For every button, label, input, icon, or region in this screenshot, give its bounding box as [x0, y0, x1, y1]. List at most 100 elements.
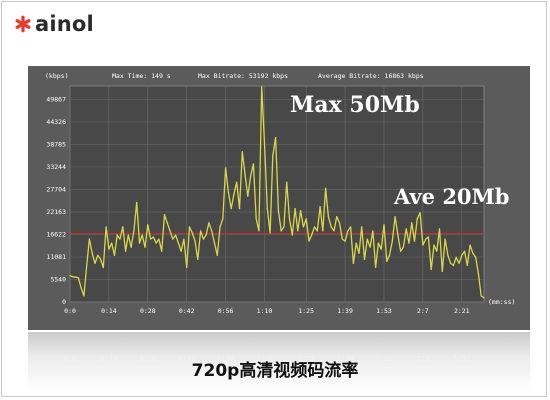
series-point: [211, 230, 213, 232]
x-tick-label: 0:42: [179, 307, 195, 315]
series-point: [194, 240, 196, 242]
series-point: [247, 195, 249, 198]
series-point: [366, 238, 368, 240]
series-point: [197, 258, 199, 260]
series-point: [427, 236, 430, 238]
series-point: [408, 242, 410, 244]
series-point: [363, 258, 366, 260]
series-point: [199, 230, 202, 232]
series-point: [224, 167, 227, 169]
series-point: [313, 226, 316, 228]
x-tick-label: 1:53: [376, 307, 392, 315]
series-point: [422, 244, 424, 246]
x-tick-label: 0:0: [64, 307, 76, 315]
series-point: [447, 254, 449, 256]
series-point: [188, 226, 191, 228]
series-point: [341, 238, 343, 240]
series-point: [74, 276, 77, 278]
series-point: [325, 187, 327, 189]
series-point: [444, 238, 446, 240]
series-point: [266, 208, 268, 210]
series-point: [213, 242, 216, 244]
series-point: [216, 254, 218, 256]
series-point: [475, 256, 477, 258]
series-point: [380, 248, 382, 250]
y-tick-label: 22163: [46, 208, 66, 216]
series-point: [91, 252, 93, 254]
bitrate-series-line: [69, 86, 485, 299]
series-point: [352, 262, 355, 265]
series-point: [391, 240, 393, 242]
series-point: [400, 250, 402, 252]
series-point: [169, 230, 171, 232]
series-point: [338, 222, 341, 224]
series-point: [441, 270, 443, 273]
series-point: [108, 248, 110, 250]
series-point: [466, 264, 468, 267]
series-point: [472, 252, 474, 254]
series-point: [83, 295, 85, 297]
header-average-bitrate: Average Bitrate: 16863 kbps: [318, 72, 424, 80]
series-point: [133, 230, 135, 232]
series-point: [105, 226, 107, 228]
header-max-time: Max Time: 149 s: [112, 72, 171, 80]
series-point: [258, 230, 260, 232]
series-point: [397, 234, 399, 236]
asterisk-logo-icon: [15, 15, 31, 33]
series-point: [358, 252, 360, 254]
series-point: [138, 242, 141, 244]
x-tick-label: 2:21: [454, 307, 470, 315]
series-point: [141, 234, 143, 236]
series-point: [333, 230, 335, 232]
x-tick-label: 0:14: [101, 307, 117, 315]
series-point: [208, 222, 210, 224]
series-point: [111, 242, 113, 244]
series-point: [386, 260, 388, 262]
series-point: [177, 242, 179, 244]
series-point: [88, 238, 91, 240]
series-point: [130, 246, 132, 248]
x-tick-label: 1:39: [337, 307, 353, 315]
series-point: [174, 234, 177, 236]
series-point: [236, 181, 238, 183]
series-point: [280, 230, 282, 232]
series-point: [149, 238, 152, 240]
series-point: [344, 240, 346, 242]
series-point: [355, 242, 357, 244]
series-point: [172, 238, 174, 240]
series-point: [205, 234, 207, 236]
series-point: [480, 295, 482, 297]
series-point: [152, 236, 154, 238]
series-point: [275, 136, 277, 139]
series-point: [222, 218, 224, 220]
series-point: [263, 143, 266, 145]
series-point: [308, 240, 310, 242]
series-point: [102, 266, 104, 269]
logo-text: ainol: [35, 12, 94, 36]
y-tick-label: 0: [62, 298, 66, 306]
series-point: [302, 226, 304, 228]
x-tick-label: 0:28: [140, 307, 156, 315]
series-point: [297, 230, 299, 232]
series-point: [116, 234, 118, 236]
series-point: [99, 258, 102, 260]
series-point: [269, 232, 271, 234]
series-point: [163, 214, 166, 216]
series-point: [394, 216, 396, 218]
series-point: [272, 155, 274, 157]
header-max-bitrate: Max Bitrate: 53192 kbps: [198, 72, 288, 80]
series-point: [463, 250, 466, 252]
series-point: [97, 254, 99, 256]
series-point: [77, 277, 79, 279]
series-point: [347, 230, 349, 232]
series-point: [252, 163, 254, 165]
series-point: [372, 230, 374, 232]
series-point: [180, 250, 182, 252]
y-tick-label: 5540: [50, 276, 66, 284]
y-tick-label: 38785: [46, 141, 66, 149]
series-point: [147, 224, 149, 226]
series-point: [286, 181, 288, 183]
series-point: [319, 205, 321, 208]
series-point: [227, 191, 229, 193]
x-axis-unit-label: (mm:ss): [488, 298, 515, 306]
